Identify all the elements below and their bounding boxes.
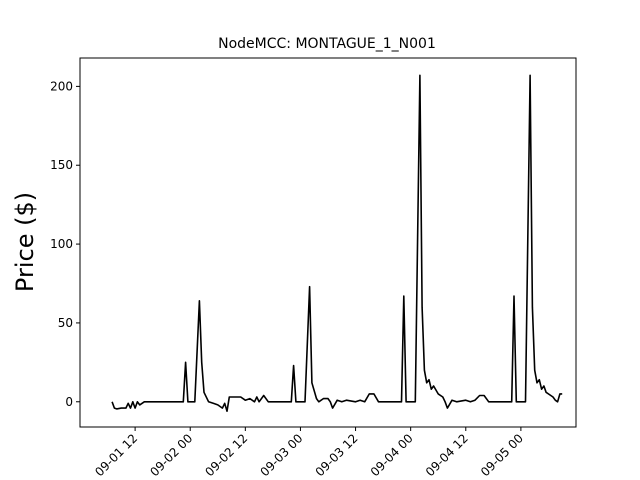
y-axis: 0 50 100 150 200 [50,79,80,409]
y-tick-label: 200 [50,79,73,93]
x-tick-label: 09-03 00 [258,431,306,479]
plot-area [111,74,563,412]
chart-title: NodeMCC: MONTAGUE_1_N001 [218,36,436,52]
series-line [111,74,563,412]
x-axis: 09-01 12 09-02 00 09-02 12 09-03 00 09-03 12… [92,427,526,479]
x-tick-label: 09-03 12 [313,431,361,479]
y-tick-label: 50 [58,316,73,330]
x-tick-label: 09-04 00 [368,431,416,479]
x-tick-label: 09-01 12 [92,431,140,479]
plot-frame [79,57,577,428]
x-tick-label: 09-02 00 [147,431,195,479]
x-tick-label: 09-04 12 [423,431,471,479]
x-tick-label: 09-05 00 [478,431,526,479]
y-tick-label: 0 [65,395,73,409]
y-tick-label: 100 [50,237,73,251]
y-tick-label: 150 [50,158,73,172]
x-tick-label: 09-02 12 [202,431,250,479]
y-axis-label: Price ($) [11,192,39,292]
